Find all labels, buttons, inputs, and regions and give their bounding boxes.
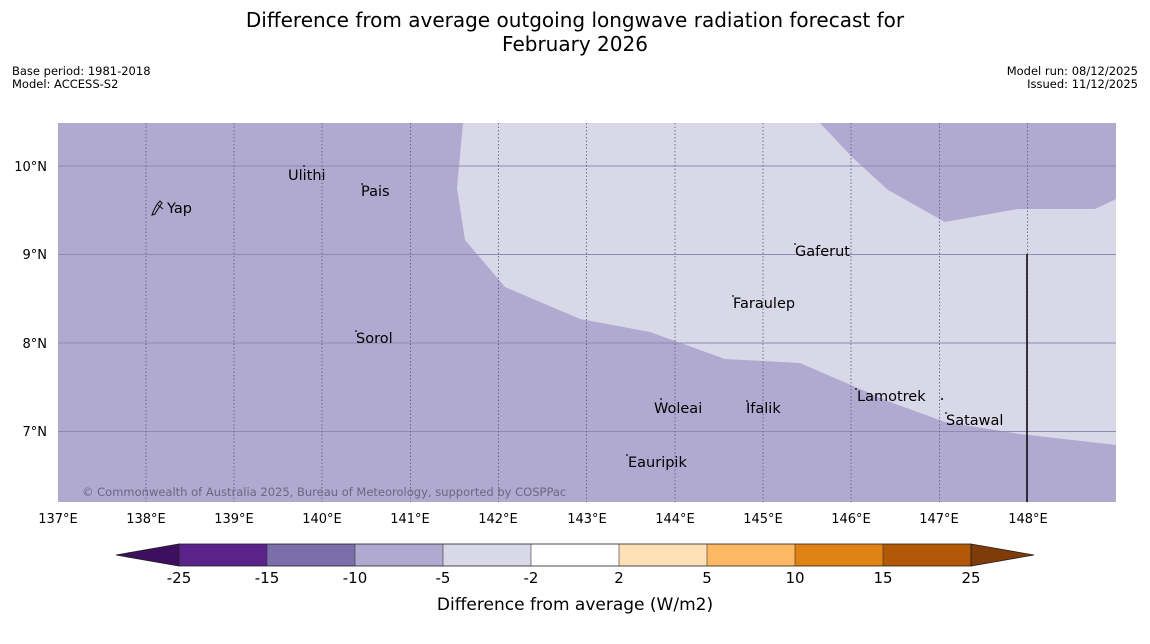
map-title: Difference from average outgoing longwav… — [0, 8, 1150, 56]
colorbar-segment — [179, 544, 267, 566]
colorbar-extend-low — [115, 543, 180, 567]
place-label: Pais — [361, 184, 390, 200]
colorbar-tick-label: 25 — [961, 569, 980, 587]
lon-label: 143°E — [567, 512, 607, 527]
colorbar-ticks: -25 -15 -10 -5 -2 2 5 10 15 25 — [167, 569, 981, 587]
place-label: Woleai — [654, 401, 702, 417]
lon-label: 141°E — [390, 512, 430, 527]
place-label: Lamotrek — [857, 389, 926, 405]
place-label: Yap — [166, 201, 192, 217]
longitude-labels: 137°E 138°E 139°E 140°E 141°E 142°E 143°… — [38, 512, 1048, 527]
colorbar-title: Difference from average (W/m2) — [437, 595, 713, 615]
colorbar-tick-label: 5 — [702, 569, 712, 587]
place-label: Eauripik — [628, 455, 687, 471]
colorbar-tick-label: 15 — [873, 569, 892, 587]
colorbar-extend-high — [970, 543, 1035, 567]
map-area: Ulithi Pais Yap Gaferut Faraulep Sorol L… — [58, 123, 1116, 502]
lat-label: 9°N — [23, 248, 48, 263]
colorbar-tick-label: -5 — [436, 569, 451, 587]
anomaly-band-minus5-minus2 — [457, 123, 1116, 445]
colorbar-dividers — [266, 544, 884, 566]
colorbar-segment — [443, 544, 531, 566]
meta-right: Model run: 08/12/2025 Issued: 11/12/2025 — [1007, 65, 1138, 91]
model-run: Model run: 08/12/2025 — [1006, 64, 1138, 78]
meta-left: Base period: 1981-2018 Model: ACCESS-S2 — [12, 65, 151, 91]
place-label: Satawal — [946, 413, 1003, 429]
lat-label: 10°N — [14, 160, 47, 175]
colorbar-segment — [531, 544, 619, 566]
colorbar: -25 -15 -10 -5 -2 2 5 10 15 25 Differenc… — [115, 543, 1035, 615]
title-line-1: Difference from average outgoing longwav… — [245, 8, 905, 32]
lon-label: 146°E — [831, 512, 871, 527]
colorbar-tick-label: -25 — [167, 569, 192, 587]
colorbar-tick-label: 10 — [785, 569, 804, 587]
colorbar-tick-label: -2 — [524, 569, 539, 587]
lon-label: 148°E — [1008, 512, 1048, 527]
island-markers — [303, 165, 947, 456]
lon-label: 142°E — [478, 512, 518, 527]
base-period: Base period: 1981-2018 — [12, 64, 151, 78]
lon-label: 144°E — [655, 512, 695, 527]
lat-label: 7°N — [23, 425, 48, 440]
colorbar-segment — [619, 544, 707, 566]
colorbar-segment — [267, 544, 355, 566]
colorbar-tick-label: -10 — [343, 569, 368, 587]
model-name: Model: ACCESS-S2 — [12, 77, 119, 91]
place-label: Gaferut — [795, 244, 850, 260]
colorbar-segment — [707, 544, 795, 566]
copyright-notice: © Commonwealth of Australia 2025, Bureau… — [82, 485, 566, 499]
lat-label: 8°N — [23, 337, 48, 352]
colorbar-tick-label: 2 — [614, 569, 624, 587]
colorbar-segment — [795, 544, 883, 566]
colorbar-tick-label: -15 — [255, 569, 280, 587]
place-label: Sorol — [356, 331, 393, 347]
colorbar-segment — [883, 544, 971, 566]
place-label: Faraulep — [733, 296, 795, 312]
lon-label: 147°E — [919, 512, 959, 527]
place-label: Ulithi — [288, 168, 326, 184]
place-labels: Ulithi Pais Yap Gaferut Faraulep Sorol L… — [166, 168, 1003, 471]
latitude-labels: 10°N 9°N 8°N 7°N — [14, 160, 47, 440]
lon-label: 138°E — [126, 512, 166, 527]
lon-label: 145°E — [743, 512, 783, 527]
lon-gridlines — [145, 123, 1028, 502]
title-line-2: February 2026 — [502, 32, 648, 56]
colorbar-outline — [178, 543, 972, 567]
lon-label: 137°E — [38, 512, 78, 527]
lon-label: 139°E — [214, 512, 254, 527]
lon-label: 140°E — [302, 512, 342, 527]
issued-date: Issued: 11/12/2025 — [1027, 77, 1138, 91]
colorbar-segment — [355, 544, 443, 566]
place-label: Ifalik — [746, 401, 781, 417]
yap-island-icon — [151, 200, 164, 216]
